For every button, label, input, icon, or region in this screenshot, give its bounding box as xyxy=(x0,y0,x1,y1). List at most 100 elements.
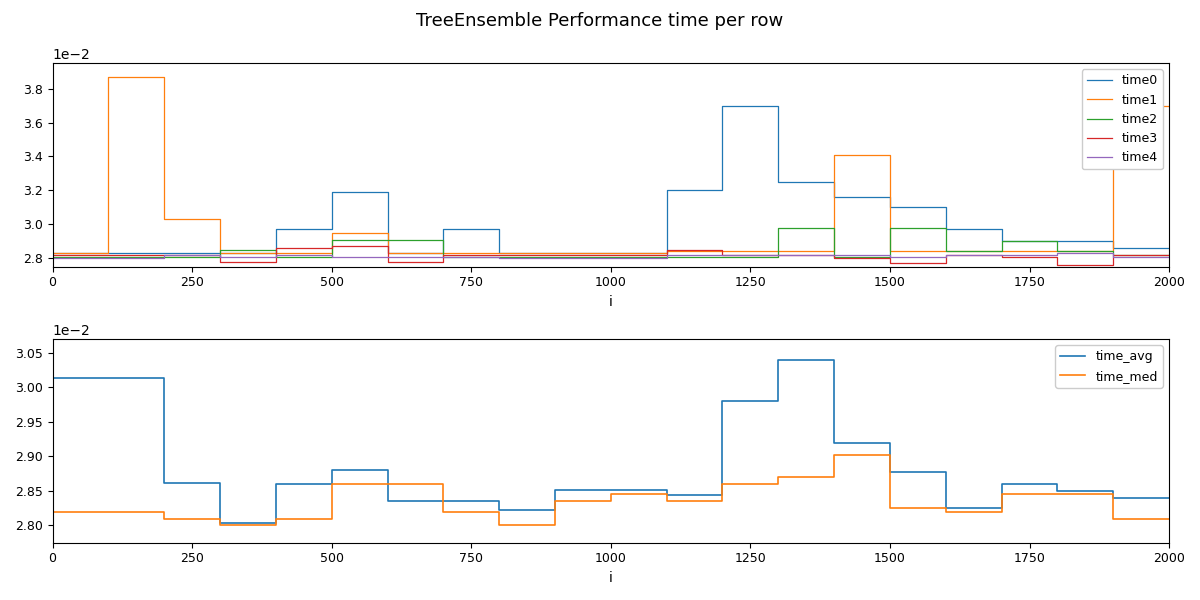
time0 xyxy=(715,102,730,109)
time0 xyxy=(1050,238,1064,245)
time2 xyxy=(212,253,227,260)
time1 xyxy=(324,229,338,236)
time1 xyxy=(1106,248,1121,255)
time2 xyxy=(938,248,953,255)
time1 xyxy=(324,250,338,257)
time2 xyxy=(157,253,172,260)
time0 xyxy=(436,226,450,233)
time0 xyxy=(938,204,953,211)
X-axis label: i: i xyxy=(608,571,613,585)
time1 xyxy=(995,248,1009,255)
time1 xyxy=(1162,102,1176,109)
time4 xyxy=(660,251,674,259)
time3 xyxy=(1050,253,1064,260)
time3 xyxy=(938,260,953,267)
time4 xyxy=(1106,253,1121,260)
time0 xyxy=(715,187,730,194)
time3 xyxy=(827,251,841,259)
time3 xyxy=(883,254,898,262)
time4 xyxy=(269,253,283,260)
time4 xyxy=(380,253,395,260)
time2 xyxy=(492,253,506,260)
time2 xyxy=(883,253,898,260)
time3 xyxy=(995,251,1009,259)
time0 xyxy=(269,226,283,233)
time1 xyxy=(827,248,841,255)
time2 xyxy=(436,253,450,260)
time1 xyxy=(492,250,506,257)
Line: time_avg: time_avg xyxy=(53,360,1169,523)
time1 xyxy=(715,248,730,255)
time3 xyxy=(324,243,338,250)
time0 xyxy=(995,226,1009,233)
time0 xyxy=(436,250,450,257)
time1 xyxy=(938,248,953,255)
time2 xyxy=(604,253,618,260)
time_avg xyxy=(101,374,115,382)
time0 xyxy=(883,204,898,211)
time0 xyxy=(1162,244,1176,251)
time_avg xyxy=(660,486,674,493)
time3 xyxy=(269,258,283,265)
time2 xyxy=(827,224,841,232)
time_med xyxy=(436,508,450,515)
time_avg xyxy=(380,467,395,474)
time_avg xyxy=(772,398,786,405)
X-axis label: i: i xyxy=(608,295,613,309)
time0 xyxy=(1050,238,1064,245)
time_med xyxy=(436,481,450,488)
time_avg xyxy=(715,491,730,499)
time2 xyxy=(827,253,841,260)
time4 xyxy=(157,254,172,262)
time4 xyxy=(938,251,953,259)
time3 xyxy=(157,251,172,259)
time_med xyxy=(212,515,227,522)
time4 xyxy=(212,251,227,259)
time4 xyxy=(995,251,1009,259)
time4 xyxy=(1106,250,1121,257)
time1 xyxy=(883,248,898,255)
time3 xyxy=(1162,251,1176,259)
time1 xyxy=(938,248,953,255)
time_med xyxy=(660,491,674,498)
time_avg xyxy=(1050,487,1064,494)
time_avg xyxy=(827,356,841,364)
time1 xyxy=(269,250,283,257)
time3 xyxy=(212,251,227,259)
time0 xyxy=(660,250,674,257)
time0 xyxy=(548,250,563,257)
time_med xyxy=(492,522,506,529)
time3 xyxy=(660,246,674,253)
time1 xyxy=(1050,248,1064,255)
time_med xyxy=(772,481,786,488)
time1 xyxy=(995,248,1009,255)
time0 xyxy=(157,250,172,257)
time3 xyxy=(380,258,395,265)
time3 xyxy=(715,246,730,253)
time2 xyxy=(436,236,450,243)
time1 xyxy=(660,248,674,255)
time_med xyxy=(883,504,898,511)
Line: time1: time1 xyxy=(53,77,1169,253)
time2 xyxy=(715,253,730,260)
time3 xyxy=(101,251,115,259)
time0 xyxy=(1106,244,1121,251)
time0 xyxy=(212,250,227,257)
time_med xyxy=(1162,515,1176,522)
time2 xyxy=(995,238,1009,245)
time4 xyxy=(269,251,283,259)
time3 xyxy=(492,251,506,259)
time_avg xyxy=(269,481,283,488)
time4 xyxy=(715,251,730,259)
time2 xyxy=(548,253,563,260)
time2 xyxy=(46,253,60,260)
time1 xyxy=(157,73,172,80)
time3 xyxy=(604,251,618,259)
time_avg xyxy=(436,497,450,504)
time3 xyxy=(1050,262,1064,269)
time4 xyxy=(436,253,450,260)
time_med xyxy=(492,508,506,515)
time_med xyxy=(101,508,115,515)
time0 xyxy=(883,194,898,201)
time_avg xyxy=(938,504,953,511)
